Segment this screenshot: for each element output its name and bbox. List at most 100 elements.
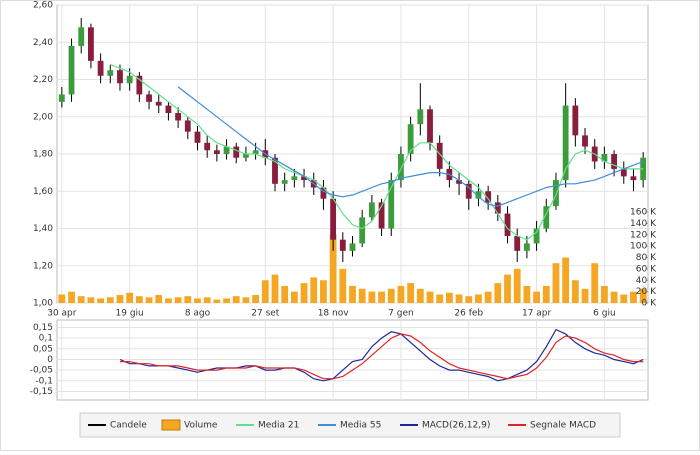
candle-body: [281, 180, 288, 184]
legend-label: Media 55: [340, 421, 381, 431]
volume-bar: [513, 268, 521, 303]
legend-label: Candele: [110, 421, 147, 431]
volume-bar: [542, 285, 550, 303]
candle-body: [562, 105, 569, 181]
y-tick-label: 0,15: [33, 323, 53, 333]
candle-body: [494, 202, 501, 214]
volume-bar: [97, 298, 104, 303]
y2-tick-label: 40 K: [636, 276, 657, 286]
volume-bar: [552, 263, 560, 303]
x-tick-label: 17 apr: [522, 309, 552, 319]
volume-bar: [571, 280, 579, 303]
candle-body: [68, 45, 75, 95]
volume-bar: [358, 288, 366, 303]
volume-bar: [68, 291, 75, 303]
x-tick-label: 6 giu: [593, 309, 616, 319]
volume-bar: [310, 277, 318, 303]
y-tick-label: 1,20: [33, 261, 53, 271]
volume-bar: [397, 285, 405, 303]
candle-body: [184, 120, 191, 132]
candle-body: [97, 60, 104, 76]
volume-bar: [77, 296, 85, 303]
candle-body: [88, 27, 94, 61]
y-tick-label: 2,40: [33, 38, 53, 48]
candle-body: [398, 154, 404, 181]
candle-body: [213, 150, 220, 154]
candle-body: [272, 157, 278, 184]
candle-body: [465, 183, 472, 199]
volume-bar: [494, 283, 502, 303]
candle-body: [572, 105, 579, 136]
y2-tick-label: 60 K: [636, 264, 657, 274]
y-tick-label: 2,60: [33, 1, 53, 11]
volume-bar: [533, 291, 540, 303]
candle-body: [78, 27, 85, 46]
moving-average-line: [110, 64, 644, 241]
volume-bar: [232, 296, 240, 303]
x-tick-label: 27 set: [251, 309, 280, 319]
x-tick-label: 18 nov: [318, 309, 350, 319]
volume-bar: [591, 263, 599, 303]
volume-bar: [87, 297, 95, 303]
candle-body: [165, 105, 172, 114]
candle-body: [533, 228, 540, 244]
volume-bar: [223, 298, 230, 303]
candle-body: [630, 176, 637, 181]
volume-bar: [106, 297, 114, 303]
volume-bar: [213, 299, 221, 303]
y-tick-label: 1,80: [33, 150, 53, 160]
volume-bar: [135, 296, 143, 303]
candle-body: [485, 191, 492, 203]
volume-bar: [601, 285, 608, 303]
candle-body: [58, 94, 65, 102]
volume-bar: [194, 298, 201, 303]
candle-body: [378, 202, 385, 229]
volume-bar: [436, 294, 444, 303]
volume-bar: [329, 234, 337, 303]
x-tick-label: 30 apr: [47, 309, 77, 319]
x-tick-label: 8 ago: [185, 309, 211, 319]
volume-bar: [242, 297, 250, 303]
volume-bar: [504, 274, 511, 303]
volume-bar: [290, 291, 298, 303]
candle-body: [252, 150, 259, 154]
y-tick-label: 1,00: [33, 299, 53, 309]
candle-body: [553, 180, 559, 207]
y2-tick-label: 140 K: [630, 219, 657, 229]
candle-body: [504, 213, 511, 236]
volume-bar: [320, 280, 327, 303]
candle-body: [601, 154, 608, 162]
candle-body: [611, 154, 617, 169]
volume-bar: [174, 297, 182, 303]
y-tick-label: -0,1: [35, 376, 53, 386]
candle-body: [427, 109, 433, 143]
volume-bar: [116, 295, 124, 303]
volume-bar: [465, 296, 473, 303]
x-tick-label: 26 feb: [454, 309, 483, 319]
y-tick-label: 2,00: [33, 112, 53, 122]
x-tick-label: 7 gen: [388, 309, 414, 319]
y2-tick-label: 160 K: [630, 208, 657, 218]
volume-bar: [58, 294, 66, 303]
candle-body: [475, 191, 482, 199]
candle-body: [349, 243, 356, 251]
volume-bar: [281, 285, 289, 303]
volume-bar: [300, 283, 308, 303]
legend-label: Media 21: [258, 421, 299, 431]
candle-body: [388, 180, 395, 229]
candle-body: [107, 70, 114, 76]
volume-bar: [630, 291, 637, 303]
volume-bar: [455, 294, 463, 303]
candle-body: [117, 70, 123, 84]
volume-bar: [378, 291, 385, 303]
legend-label: MACD(26,12,9): [422, 421, 490, 431]
candle-body: [126, 75, 133, 84]
volume-bar: [261, 280, 269, 303]
candle-body: [146, 94, 152, 102]
candle-body: [223, 146, 230, 154]
candle-body: [620, 168, 627, 177]
y2-tick-label: 0 K: [642, 299, 658, 309]
legend-label: Segnale MACD: [530, 421, 596, 431]
candle-body: [359, 217, 366, 244]
